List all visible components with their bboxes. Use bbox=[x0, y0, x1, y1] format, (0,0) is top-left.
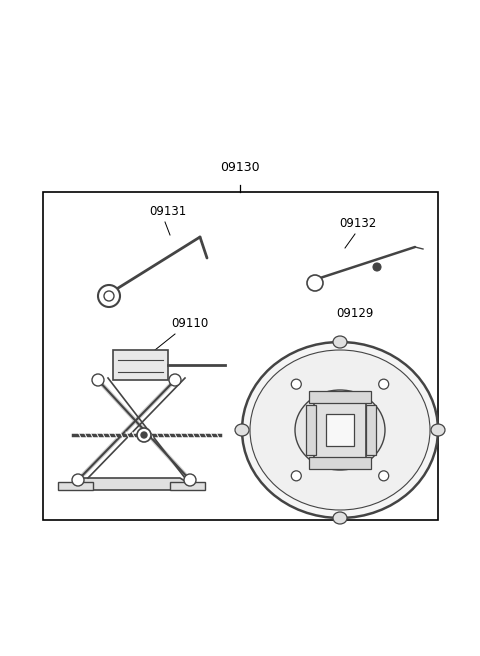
Ellipse shape bbox=[333, 336, 347, 348]
Circle shape bbox=[169, 374, 181, 386]
Text: 09132: 09132 bbox=[339, 217, 377, 230]
Ellipse shape bbox=[295, 390, 385, 470]
Circle shape bbox=[184, 474, 196, 486]
Circle shape bbox=[291, 379, 301, 389]
Ellipse shape bbox=[431, 424, 445, 436]
Bar bbox=[366, 405, 376, 455]
Text: 09130: 09130 bbox=[220, 161, 260, 174]
Polygon shape bbox=[63, 478, 200, 490]
Bar bbox=[309, 391, 371, 403]
Circle shape bbox=[92, 374, 104, 386]
Text: 09129: 09129 bbox=[336, 307, 374, 320]
Bar bbox=[306, 405, 316, 455]
Circle shape bbox=[379, 379, 389, 389]
Bar bbox=[58, 482, 93, 490]
Circle shape bbox=[291, 471, 301, 481]
Ellipse shape bbox=[250, 350, 430, 510]
Circle shape bbox=[373, 263, 381, 271]
Circle shape bbox=[72, 474, 84, 486]
Circle shape bbox=[137, 428, 151, 442]
Bar bbox=[170, 482, 205, 490]
Circle shape bbox=[379, 471, 389, 481]
Bar bbox=[113, 350, 168, 380]
Circle shape bbox=[141, 432, 147, 438]
Ellipse shape bbox=[235, 424, 249, 436]
Ellipse shape bbox=[242, 342, 438, 518]
Circle shape bbox=[98, 285, 120, 307]
Text: 09131: 09131 bbox=[149, 205, 187, 218]
Text: 09110: 09110 bbox=[171, 317, 209, 330]
Bar bbox=[43, 192, 438, 520]
Circle shape bbox=[307, 275, 323, 291]
Circle shape bbox=[104, 291, 114, 301]
Ellipse shape bbox=[333, 512, 347, 524]
Bar bbox=[309, 457, 371, 469]
Bar bbox=[314, 401, 366, 459]
Bar bbox=[326, 414, 354, 446]
